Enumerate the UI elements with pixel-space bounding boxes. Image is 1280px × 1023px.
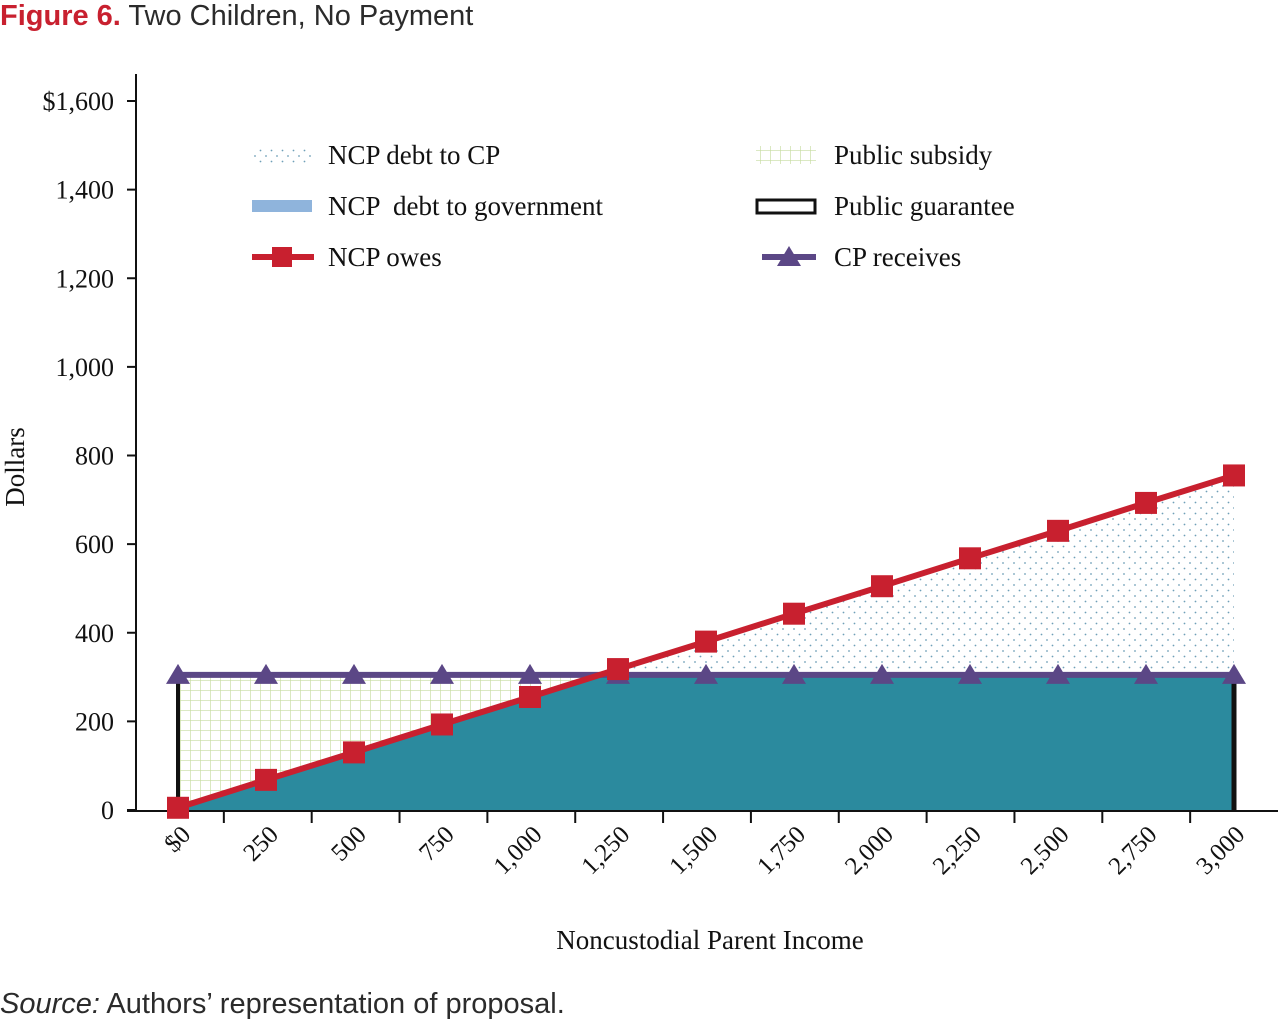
cp-receives-point	[430, 663, 454, 684]
legend-label: Public guarantee	[834, 191, 1015, 221]
y-tick-label: 0	[101, 796, 114, 825]
cp-receives-point	[782, 663, 806, 684]
legend-item-dots: NCP debt to CP	[252, 140, 500, 170]
legend-item-grid: Public subsidy	[756, 140, 993, 170]
legend-item-solid: NCP debt to government	[252, 191, 603, 221]
figure-title-text: Two Children, No Payment	[128, 0, 474, 32]
ncp-owes-point	[959, 547, 981, 570]
x-tick-label: 1,500	[664, 821, 723, 880]
x-tick-label: 2,500	[1016, 821, 1075, 880]
y-tick-label: 1,200	[56, 264, 115, 293]
figure-number: Figure 6.	[0, 0, 121, 32]
legend-swatch-solid	[252, 200, 312, 212]
cp-receives-point	[166, 663, 190, 684]
legend-label: CP receives	[834, 242, 961, 272]
ncp-owes-point	[255, 768, 277, 791]
legend-label: NCP debt to government	[328, 191, 603, 221]
legend-swatch-outline	[755, 198, 817, 215]
ncp-owes-point	[695, 630, 717, 653]
area-ncp-debt-to-government	[178, 674, 1234, 810]
cp-receives-point	[254, 663, 278, 684]
ncp-owes-point	[343, 741, 365, 764]
x-tick-label: 2,250	[928, 821, 987, 880]
y-tick-label: 600	[75, 530, 114, 559]
ncp-owes-point	[167, 796, 189, 819]
legend-item-line-square: NCP owes	[252, 242, 442, 272]
ncp-owes-point	[1223, 464, 1245, 487]
x-tick-label: 1,000	[489, 821, 548, 880]
x-tick-label: 3,000	[1191, 821, 1250, 880]
cp-receives-point	[1134, 663, 1158, 684]
ncp-owes-point	[607, 658, 629, 681]
legend-marker-triangle	[777, 246, 801, 266]
x-tick-label: 1,250	[577, 821, 636, 880]
source-label: Source:	[0, 988, 100, 1020]
y-tick-label: 400	[75, 619, 114, 648]
cp-receives-point	[1046, 663, 1070, 684]
x-tick-label: 2,000	[840, 821, 899, 880]
legend-label: Public subsidy	[834, 140, 993, 170]
cp-receives-point	[958, 663, 982, 684]
y-tick-label: 1,000	[56, 353, 115, 382]
ncp-owes-point	[783, 602, 805, 625]
cp-receives-point	[342, 663, 366, 684]
lines-layer	[166, 464, 1246, 819]
y-tick-label: $1,600	[43, 87, 115, 116]
cp-receives-point	[518, 663, 542, 684]
x-axis-label: Noncustodial Parent Income	[556, 925, 863, 955]
ncp-owes-point	[1135, 491, 1157, 514]
figure-title: Figure 6. Two Children, No Payment	[0, 0, 473, 32]
x-tick-label: 750	[414, 821, 460, 867]
ncp-owes-point	[1047, 519, 1069, 542]
source-text: Authors’ representation of proposal.	[106, 988, 565, 1020]
legend-label: NCP debt to CP	[328, 140, 500, 170]
ncp-owes-point	[519, 686, 541, 709]
legend-swatch-grid	[756, 146, 816, 164]
x-tick-label: 500	[326, 821, 372, 867]
x-tick-label: 2,750	[1104, 821, 1163, 880]
y-tick-label: 800	[75, 442, 114, 471]
cp-receives-point	[694, 663, 718, 684]
y-axis-label: Dollars	[0, 427, 30, 506]
x-tick-label: 1,750	[752, 821, 811, 880]
x-tick-label: $0	[159, 821, 196, 858]
legend-marker-square	[272, 247, 292, 267]
ncp-owes-point	[431, 713, 453, 736]
y-tick-label: 1,400	[56, 176, 115, 205]
legend-swatch-dots	[252, 146, 312, 164]
cp-receives-point	[1222, 663, 1246, 684]
ncp-owes-point	[871, 575, 893, 598]
cp-receives-point	[870, 663, 894, 684]
legend-item-line-triangle: CP receives	[762, 242, 961, 272]
y-tick-label: 200	[75, 707, 114, 736]
legend: NCP debt to CP Public subsidy NCP debt to …	[252, 140, 1015, 272]
source-note: Source: Authors’ representation of propo…	[0, 986, 565, 1022]
legend-label: NCP owes	[328, 242, 442, 272]
legend-item-outline: Public guarantee	[755, 191, 1015, 221]
x-tick-label: 250	[238, 821, 284, 867]
